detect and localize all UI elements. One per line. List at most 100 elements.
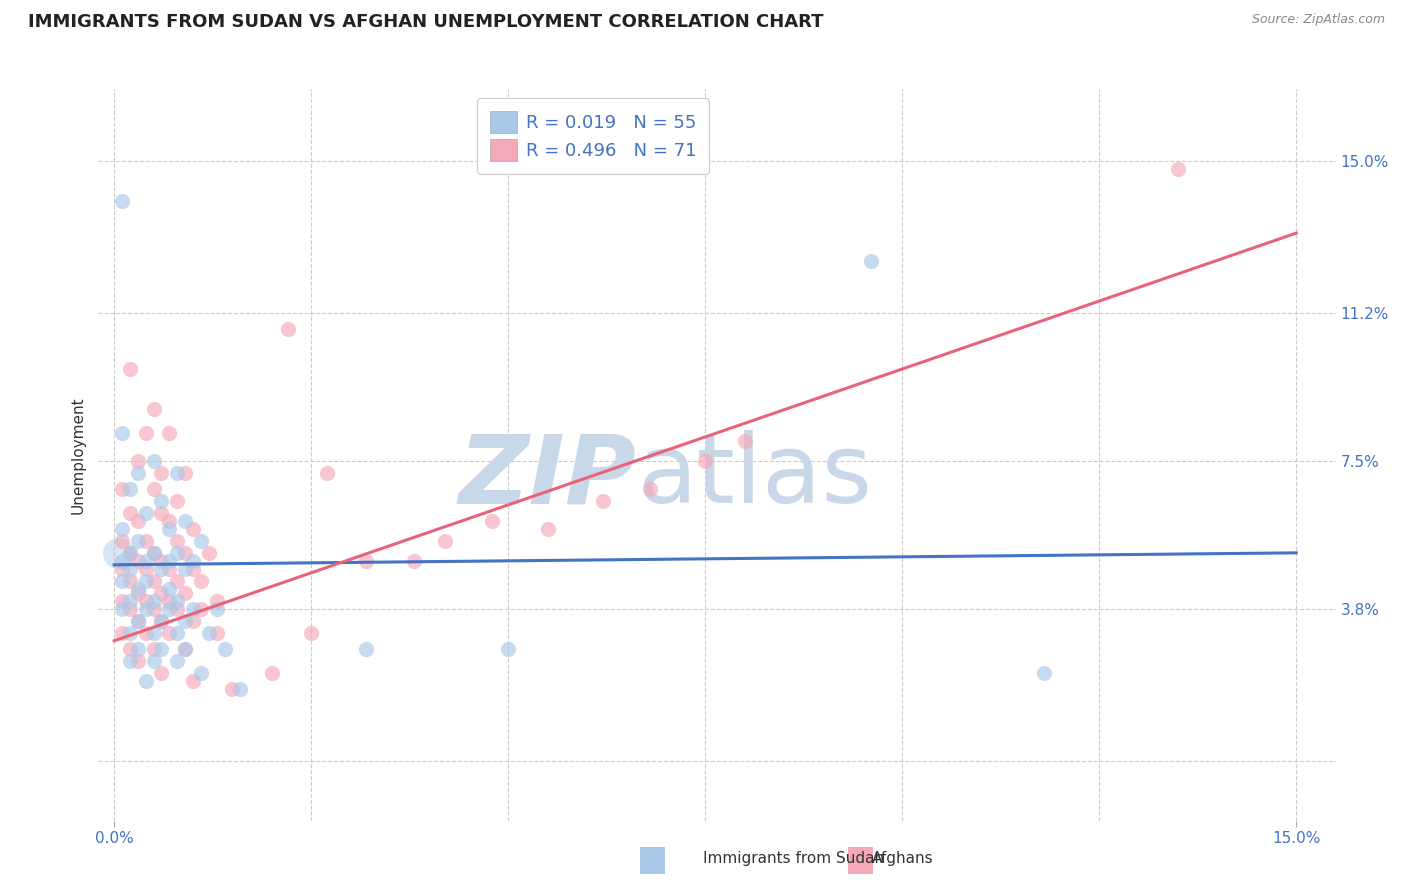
Point: [118, 482, 141, 496]
Point: [734, 434, 756, 448]
Text: IMMIGRANTS FROM SUDAN VS AFGHAN UNEMPLOYMENT CORRELATION CHART: IMMIGRANTS FROM SUDAN VS AFGHAN UNEMPLOY…: [28, 13, 824, 31]
Point: [174, 466, 197, 480]
Point: [316, 466, 339, 480]
Point: [150, 614, 173, 628]
Point: [197, 625, 219, 640]
Point: [142, 625, 165, 640]
Point: [118, 562, 141, 576]
Point: [181, 602, 204, 616]
Point: [142, 594, 165, 608]
Point: [190, 533, 212, 548]
Point: [157, 594, 180, 608]
Point: [150, 494, 173, 508]
Point: [142, 482, 165, 496]
Point: [166, 625, 188, 640]
Point: [214, 641, 236, 656]
Text: Source: ZipAtlas.com: Source: ZipAtlas.com: [1251, 13, 1385, 27]
Point: [135, 594, 157, 608]
Point: [135, 533, 157, 548]
Point: [111, 482, 134, 496]
Point: [142, 602, 165, 616]
Point: [118, 362, 141, 376]
Point: [111, 602, 134, 616]
Point: [142, 401, 165, 416]
Point: [174, 514, 197, 528]
Point: [135, 673, 157, 688]
Point: [111, 625, 134, 640]
Point: [127, 514, 149, 528]
Point: [174, 641, 197, 656]
Point: [181, 614, 204, 628]
Point: [205, 602, 228, 616]
Point: [111, 594, 134, 608]
Point: [118, 654, 141, 668]
Point: [481, 514, 503, 528]
Point: [592, 494, 614, 508]
Point: [157, 602, 180, 616]
Point: [536, 522, 558, 536]
Point: [174, 614, 197, 628]
Point: [260, 665, 283, 680]
Point: [127, 641, 149, 656]
Point: [118, 546, 141, 560]
Point: [118, 602, 141, 616]
Point: [205, 594, 228, 608]
Text: ZIP: ZIP: [458, 430, 637, 524]
Point: [127, 466, 149, 480]
Point: [166, 533, 188, 548]
Legend: R = 0.019   N = 55, R = 0.496   N = 71: R = 0.019 N = 55, R = 0.496 N = 71: [478, 98, 709, 174]
Point: [356, 554, 378, 568]
Point: [190, 602, 212, 616]
Point: [135, 602, 157, 616]
Point: [157, 522, 180, 536]
Point: [135, 554, 157, 568]
Point: [118, 574, 141, 588]
Point: [166, 654, 188, 668]
Point: [142, 546, 165, 560]
Point: [111, 522, 134, 536]
Point: [127, 614, 149, 628]
Point: [135, 506, 157, 520]
Point: [107, 546, 129, 560]
Point: [150, 554, 173, 568]
Point: [111, 554, 134, 568]
Point: [174, 562, 197, 576]
Point: [142, 546, 165, 560]
Point: [859, 254, 882, 268]
Point: [166, 494, 188, 508]
Point: [174, 586, 197, 600]
Point: [127, 654, 149, 668]
Point: [135, 425, 157, 440]
Point: [356, 641, 378, 656]
Point: [166, 574, 188, 588]
Point: [205, 625, 228, 640]
Point: [111, 533, 134, 548]
Point: [127, 554, 149, 568]
Point: [166, 546, 188, 560]
Point: [181, 554, 204, 568]
Point: [150, 586, 173, 600]
Point: [142, 574, 165, 588]
Point: [111, 574, 134, 588]
Point: [1033, 665, 1056, 680]
Point: [181, 673, 204, 688]
Point: [135, 625, 157, 640]
Point: [150, 614, 173, 628]
Point: [181, 522, 204, 536]
Point: [181, 562, 204, 576]
Point: [190, 574, 212, 588]
Point: [118, 625, 141, 640]
Point: [277, 322, 299, 336]
Point: [118, 594, 141, 608]
Text: Immigrants from Sudan: Immigrants from Sudan: [703, 851, 884, 865]
Point: [496, 641, 519, 656]
Point: [127, 454, 149, 468]
Point: [434, 533, 457, 548]
Point: [299, 625, 322, 640]
Point: [157, 514, 180, 528]
Point: [166, 602, 188, 616]
Y-axis label: Unemployment: Unemployment: [70, 396, 86, 514]
Point: [157, 562, 180, 576]
Point: [402, 554, 425, 568]
Point: [118, 546, 141, 560]
